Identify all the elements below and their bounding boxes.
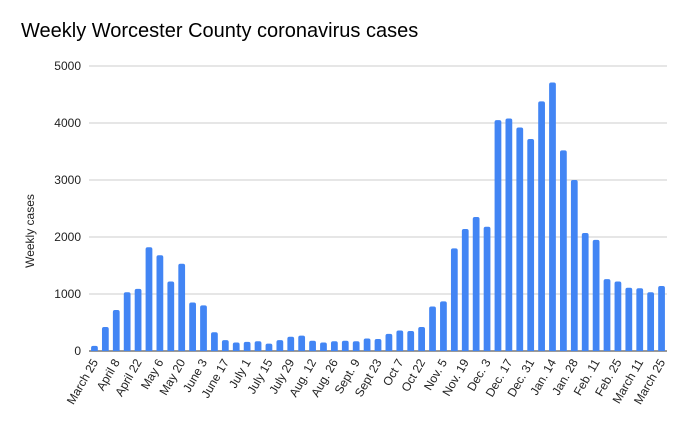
bar (581, 233, 589, 351)
bar (330, 341, 338, 351)
bar (91, 345, 98, 351)
bar (178, 263, 186, 351)
bar (505, 118, 513, 351)
bar (167, 281, 175, 351)
bar (298, 335, 306, 351)
bar (123, 292, 131, 351)
bar (527, 138, 535, 351)
bar (189, 302, 196, 351)
bar (352, 341, 360, 351)
bar (396, 330, 404, 351)
bar (287, 336, 295, 351)
bar (374, 339, 382, 351)
bar (603, 279, 611, 351)
bar (276, 340, 284, 351)
y-tick-label: 3000 (54, 173, 81, 187)
bar (309, 340, 316, 351)
bar (156, 255, 164, 351)
bar (320, 342, 327, 351)
bar (647, 292, 655, 351)
bar (407, 331, 415, 351)
y-tick-label: 4000 (54, 116, 81, 130)
y-tick-label: 2000 (54, 230, 81, 244)
bar (483, 226, 491, 351)
y-axis-label: Weekly cases (23, 194, 37, 268)
bar (636, 288, 644, 351)
bar (549, 82, 556, 351)
gridlines (89, 65, 667, 352)
bar (461, 229, 469, 351)
chart-title: Weekly Worcester County coronavirus case… (21, 20, 419, 42)
bar (560, 150, 567, 351)
y-tick-label: 1000 (54, 287, 81, 301)
bar (592, 239, 600, 351)
bar (472, 217, 480, 351)
bar (658, 286, 665, 351)
bar (538, 101, 545, 351)
bar (570, 180, 578, 351)
bar (450, 248, 458, 351)
bar (221, 340, 229, 351)
bars (91, 82, 665, 352)
bar (625, 287, 633, 351)
bar (265, 343, 273, 351)
bar (363, 338, 371, 351)
bar (101, 327, 109, 351)
y-tick-label: 5000 (54, 59, 81, 73)
bar (440, 301, 447, 351)
bar (494, 120, 502, 352)
bar (385, 333, 393, 351)
y-tick-label: 0 (74, 344, 81, 358)
bar (429, 306, 436, 351)
bar (232, 342, 240, 351)
bar (211, 332, 218, 351)
bar (254, 341, 262, 351)
bar (418, 327, 426, 351)
bar (243, 341, 251, 351)
bar (614, 281, 622, 351)
bar (516, 127, 524, 351)
bar (134, 288, 142, 351)
bar (145, 247, 153, 351)
bar (200, 305, 207, 351)
bar (112, 309, 120, 351)
y-axis-ticks: 0 1000 2000 3000 4000 5000 (54, 59, 81, 358)
bar (341, 340, 349, 351)
